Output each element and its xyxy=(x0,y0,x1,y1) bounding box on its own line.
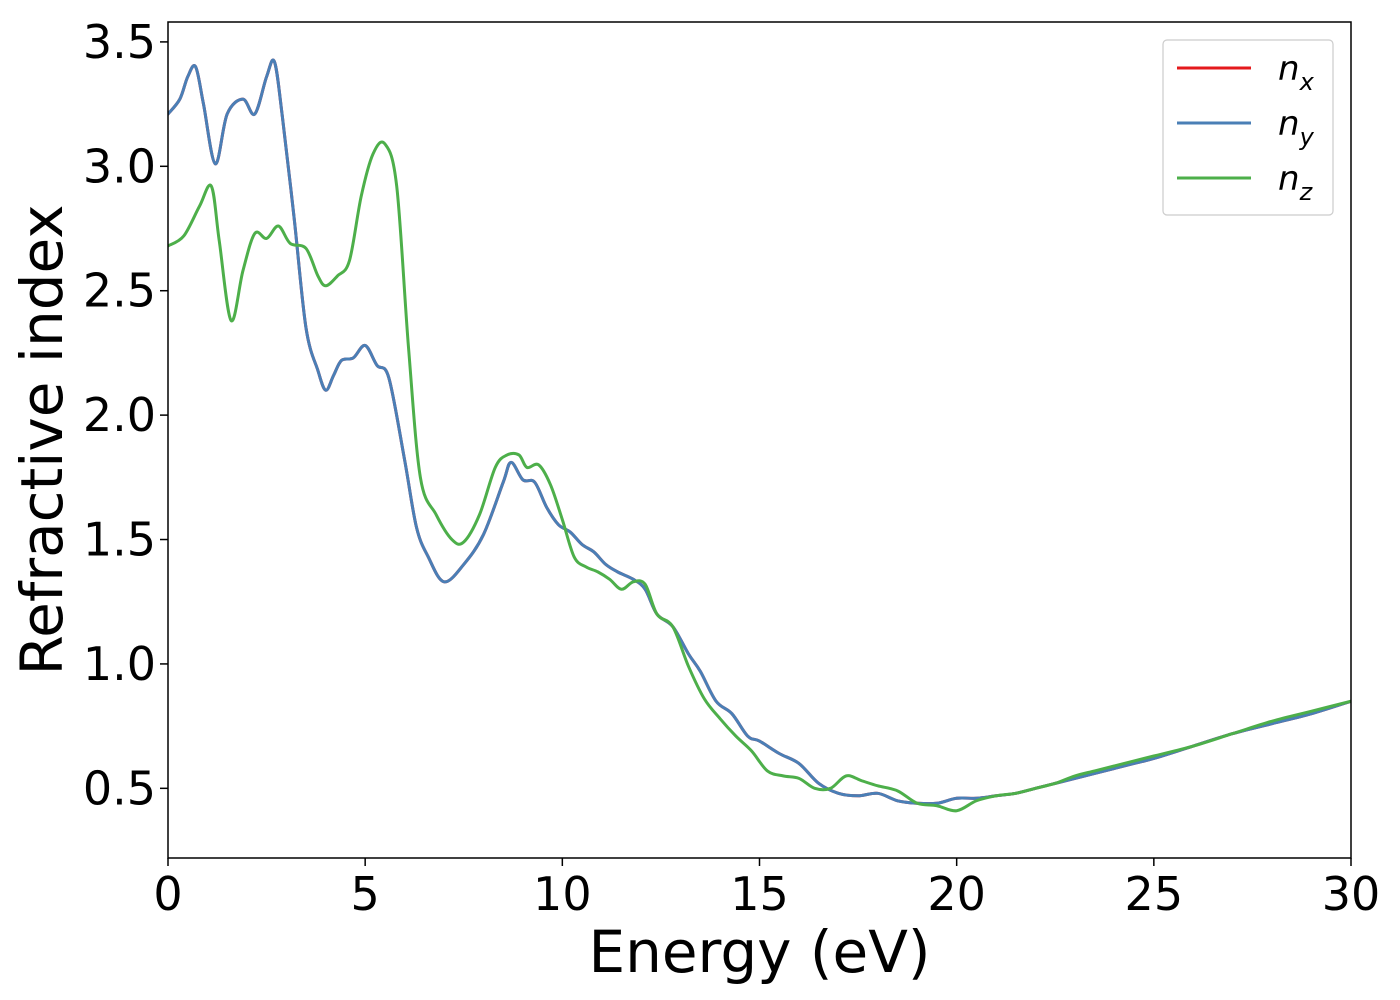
x-tick-label: 15 xyxy=(730,867,789,921)
series-line-n-z xyxy=(168,140,1351,813)
x-tick-label: 30 xyxy=(1322,867,1381,921)
legend: nx ny nz xyxy=(1162,39,1334,216)
x-axis-ticks: 0 5 10 15 20 25 30 xyxy=(153,858,1380,921)
y-tick-label: 1.0 xyxy=(83,637,156,691)
y-axis-ticks: 0.5 1.0 1.5 2.0 2.5 3.0 3.5 xyxy=(83,15,168,815)
legend-box xyxy=(1162,39,1334,216)
y-tick-label: 2.0 xyxy=(83,388,156,442)
x-tick-label: 0 xyxy=(153,867,182,921)
y-tick-label: 3.5 xyxy=(83,15,156,69)
y-axis-label: Refractive index xyxy=(8,204,76,675)
y-tick-label: 0.5 xyxy=(83,761,156,815)
y-tick-label: 3.0 xyxy=(83,139,156,193)
x-tick-label: 25 xyxy=(1125,867,1184,921)
legend-label: nx xyxy=(1278,49,1315,96)
series-layer xyxy=(168,58,1351,813)
x-tick-label: 5 xyxy=(351,867,380,921)
y-tick-label: 1.5 xyxy=(83,513,156,567)
x-axis-label: Energy (eV) xyxy=(588,918,930,986)
legend-label: ny xyxy=(1278,104,1315,151)
y-tick-label: 2.5 xyxy=(83,264,156,318)
x-tick-label: 20 xyxy=(927,867,986,921)
legend-label: nz xyxy=(1278,159,1314,206)
x-tick-label: 10 xyxy=(533,867,592,921)
